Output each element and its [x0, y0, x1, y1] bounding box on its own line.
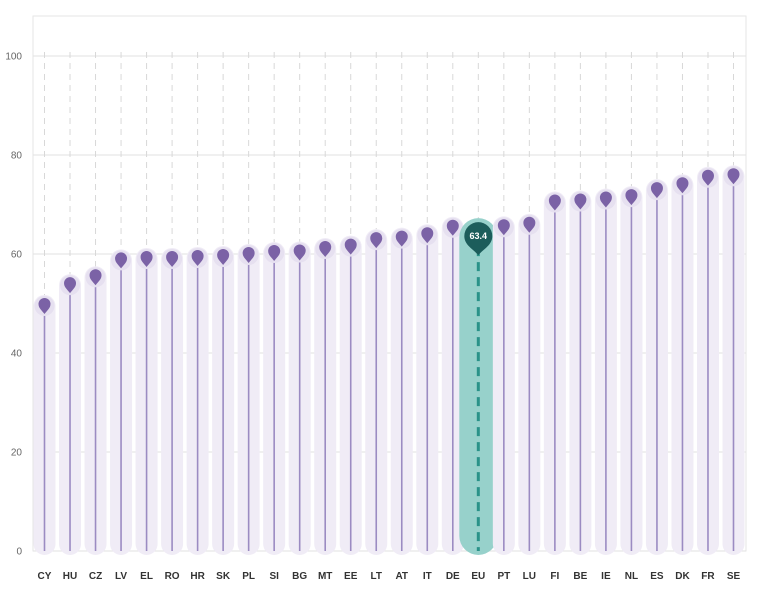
- x-tick-label: CY: [38, 571, 52, 582]
- y-axis: 0 20 40 60 80 100: [5, 52, 22, 558]
- y-tick-label: 80: [11, 151, 23, 162]
- data-point: [548, 194, 561, 211]
- x-tick-label: LT: [370, 571, 381, 582]
- x-tick-label: CZ: [89, 571, 102, 582]
- x-tick-label: IE: [601, 571, 611, 582]
- data-point: [166, 250, 179, 267]
- data-point: [268, 245, 281, 262]
- eu-value-label: 63.4: [470, 231, 488, 241]
- x-tick-label: LU: [523, 571, 536, 582]
- x-tick-label: SK: [216, 571, 231, 582]
- x-tick-label: DE: [446, 571, 460, 582]
- y-tick-label: 0: [16, 547, 22, 558]
- data-point: [293, 244, 306, 261]
- x-tick-label: NL: [625, 571, 638, 582]
- x-tick-label: LV: [115, 571, 127, 582]
- data-point: [140, 250, 153, 267]
- x-tick-label: EE: [344, 571, 358, 582]
- x-tick-label: MT: [318, 571, 332, 582]
- x-tick-label: PL: [242, 571, 255, 582]
- data-point: [89, 269, 102, 286]
- x-tick-label: FI: [550, 571, 559, 582]
- data-point: [395, 230, 408, 247]
- data-point: [370, 232, 383, 249]
- x-tick-label: FR: [701, 571, 715, 582]
- data-point: [191, 249, 204, 266]
- data-point: [676, 177, 689, 194]
- x-tick-label: ES: [650, 571, 664, 582]
- y-tick-label: 40: [11, 349, 23, 360]
- x-tick-label: AT: [395, 571, 408, 582]
- y-tick-label: 20: [11, 448, 23, 459]
- data-point: [625, 189, 638, 206]
- x-tick-label: IT: [423, 571, 432, 582]
- x-tick-label: DK: [675, 571, 690, 582]
- data-point: [701, 169, 714, 186]
- data-point: [115, 252, 128, 269]
- data-point: [650, 182, 663, 199]
- x-tick-label: BG: [292, 571, 307, 582]
- data-point: [421, 227, 434, 244]
- x-tick-label: RO: [165, 571, 180, 582]
- data-point: [727, 168, 740, 185]
- data-point: [446, 219, 459, 236]
- data-point: [319, 241, 332, 258]
- x-tick-label: HR: [190, 571, 205, 582]
- x-tick-label: EU: [471, 571, 485, 582]
- eu-marker: [464, 222, 493, 256]
- data-point: [574, 193, 587, 210]
- y-tick-label: 60: [11, 250, 23, 261]
- x-tick-label: HU: [63, 571, 77, 582]
- x-tick-label: BE: [573, 571, 587, 582]
- data-point: [242, 246, 255, 263]
- data-point: [344, 238, 357, 255]
- x-tick-label: PT: [497, 571, 510, 582]
- data-point: [64, 277, 77, 294]
- x-tick-label: EL: [140, 571, 153, 582]
- x-axis: CY HU CZ LV EL RO HR SK PL SI BG MT EE LT AT IT DE EU PT LU…: [38, 571, 741, 582]
- data-point: [497, 219, 510, 236]
- data-point: [523, 216, 536, 233]
- data-point: [217, 248, 230, 265]
- x-tick-label: SE: [727, 571, 741, 582]
- y-tick-label: 100: [5, 52, 22, 63]
- data-point: [38, 297, 51, 314]
- data-point: [599, 191, 612, 208]
- x-tick-label: SI: [269, 571, 279, 582]
- chart-marks: 63.4: [33, 165, 745, 556]
